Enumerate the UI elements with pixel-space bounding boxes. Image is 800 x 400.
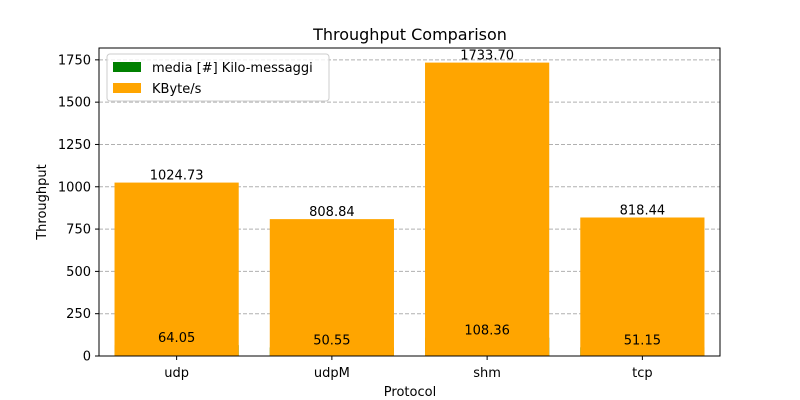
- x-tick-label: udp: [164, 366, 189, 381]
- data-label-messages: 51.15: [624, 333, 661, 348]
- x-tick-label: tcp: [632, 366, 653, 381]
- bar-kbytes: [269, 219, 394, 356]
- y-tick-label: 1000: [58, 180, 91, 195]
- y-tick-label: 750: [66, 223, 91, 238]
- legend-swatch-messages: [113, 62, 141, 72]
- bar-kbytes: [114, 182, 239, 356]
- bars: [114, 62, 705, 356]
- plot-frame: [98, 47, 721, 357]
- y-tick-label: 500: [66, 265, 91, 280]
- data-label-kbytes: 818.44: [620, 203, 666, 218]
- bar-kbytes: [580, 217, 705, 356]
- legend-swatch-kbytes: [113, 83, 141, 93]
- data-label-messages: 64.05: [158, 331, 195, 346]
- legend-label-messages: media [#] Kilo-messaggi: [152, 61, 313, 76]
- y-tick-label: 1500: [58, 96, 91, 111]
- x-axis-label: Protocol: [384, 385, 436, 400]
- y-tick-label: 1250: [58, 138, 91, 153]
- data-label-messages: 50.55: [313, 333, 350, 348]
- legend-label-kbytes: KByte/s: [152, 82, 202, 97]
- x-tick-label: shm: [473, 366, 501, 381]
- y-axis-label: Throughput: [35, 164, 50, 241]
- data-label-kbytes: 1024.73: [150, 169, 204, 184]
- x-tick-label: udpM: [314, 366, 350, 381]
- bar-kbytes: [425, 62, 550, 356]
- data-label-kbytes: 1733.70: [460, 49, 514, 64]
- y-tick-label: 0: [83, 350, 91, 365]
- legend-box: [106, 53, 330, 102]
- data-labels: 64.05 1024.73 50.55 808.84 108.36 1733.70 51.1…: [150, 49, 665, 349]
- data-label-messages: 108.36: [464, 324, 510, 339]
- legend: media [#] Kilo-messaggi KByte/s: [106, 53, 330, 102]
- y-tick-label: 1750: [58, 53, 91, 68]
- y-tick-label: 250: [66, 307, 91, 322]
- chart-title: Throughput Comparison: [312, 25, 507, 44]
- axes: [98, 47, 721, 357]
- data-label-kbytes: 808.84: [309, 205, 355, 220]
- tick-labels: 0 250 500 750 1000 1250 1500 1750 udp udpM shm tcp: [58, 53, 653, 381]
